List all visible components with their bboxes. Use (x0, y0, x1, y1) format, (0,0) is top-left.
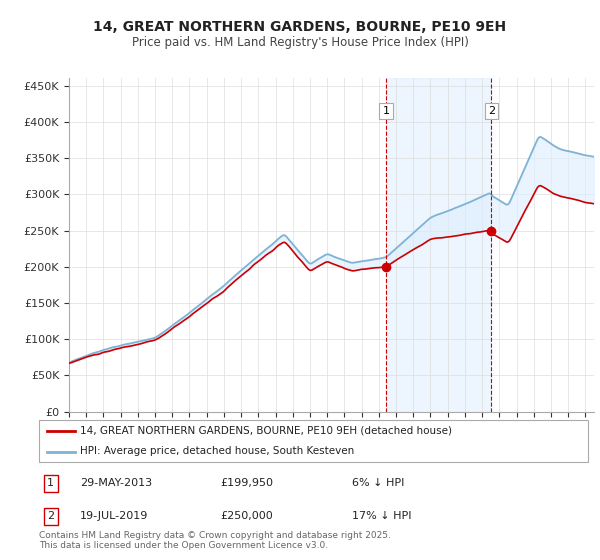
Text: 6% ↓ HPI: 6% ↓ HPI (352, 478, 404, 488)
Text: 17% ↓ HPI: 17% ↓ HPI (352, 511, 412, 521)
Text: 29-MAY-2013: 29-MAY-2013 (80, 478, 152, 488)
Text: 14, GREAT NORTHERN GARDENS, BOURNE, PE10 9EH: 14, GREAT NORTHERN GARDENS, BOURNE, PE10… (94, 20, 506, 34)
FancyBboxPatch shape (39, 420, 588, 462)
Text: 14, GREAT NORTHERN GARDENS, BOURNE, PE10 9EH (detached house): 14, GREAT NORTHERN GARDENS, BOURNE, PE10… (80, 426, 452, 436)
Text: 2: 2 (47, 511, 55, 521)
Text: £199,950: £199,950 (220, 478, 273, 488)
Text: 2: 2 (488, 106, 495, 116)
Text: £250,000: £250,000 (220, 511, 273, 521)
Bar (386, 78, 491, 412)
Text: 19-JUL-2019: 19-JUL-2019 (80, 511, 149, 521)
Text: HPI: Average price, detached house, South Kesteven: HPI: Average price, detached house, Sout… (80, 446, 355, 456)
Text: Contains HM Land Registry data © Crown copyright and database right 2025.
This d: Contains HM Land Registry data © Crown c… (39, 530, 391, 550)
Text: Price paid vs. HM Land Registry's House Price Index (HPI): Price paid vs. HM Land Registry's House … (131, 36, 469, 49)
Text: 1: 1 (47, 478, 54, 488)
Text: 1: 1 (382, 106, 389, 116)
